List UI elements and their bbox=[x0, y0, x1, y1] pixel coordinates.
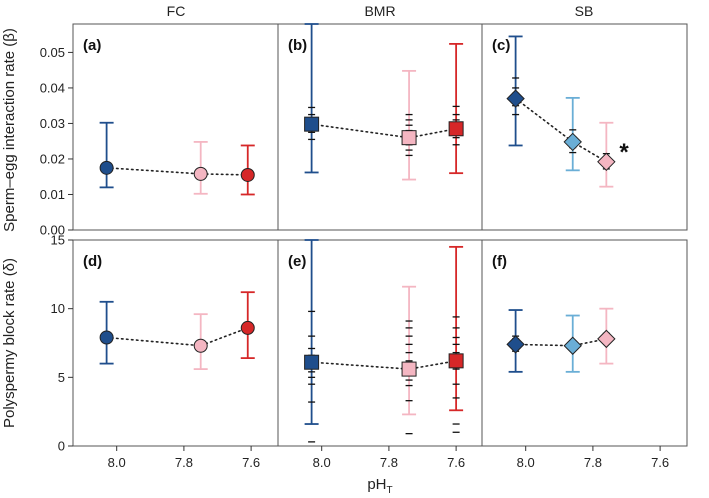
y-tick-label-r1-3: 15 bbox=[51, 233, 65, 248]
panel-frame-r1-c1 bbox=[277, 239, 484, 447]
y-tick-label-r1-0: 0 bbox=[58, 439, 65, 454]
y-tick-label-r1-1: 5 bbox=[58, 370, 65, 385]
panel-label-d: (d) bbox=[83, 253, 102, 270]
column-title-fc: FC bbox=[167, 3, 186, 19]
y-tick-label-r0-1: 0.01 bbox=[40, 187, 65, 202]
trend-line-p1 bbox=[310, 123, 457, 139]
column-title-bmr: BMR bbox=[364, 3, 395, 19]
x-tick-label-c0-2: 7.6 bbox=[242, 455, 260, 470]
x-axis-title-main: pH bbox=[367, 476, 386, 493]
x-tick-label-c1-1: 7.8 bbox=[380, 455, 398, 470]
mean-marker-p3-2 bbox=[240, 320, 255, 335]
x-tick-label-c2-1: 7.8 bbox=[584, 455, 602, 470]
x-tick-label-c0-0: 8.0 bbox=[108, 455, 126, 470]
y-tick-label-r0-4: 0.04 bbox=[40, 80, 65, 95]
y-axis-title-delta: Polyspermy block rate (δ) bbox=[1, 258, 18, 428]
x-axis-title-subscript: T bbox=[387, 485, 393, 496]
mean-marker-p3-1 bbox=[193, 338, 208, 353]
x-tick-label-c2-0: 8.0 bbox=[517, 455, 535, 470]
mean-marker-p2-2 bbox=[597, 152, 616, 172]
mean-marker-p2-1 bbox=[563, 132, 582, 152]
panel-frame-r0-c0 bbox=[72, 23, 279, 231]
mean-marker-p4-0 bbox=[304, 354, 320, 370]
mean-marker-p2-0 bbox=[506, 89, 525, 108]
x-tick-label-c2-2: 7.6 bbox=[651, 455, 669, 470]
mean-marker-p1-0 bbox=[304, 116, 320, 132]
panel-label-e: (e) bbox=[288, 253, 306, 270]
panel-label-a: (a) bbox=[83, 37, 101, 54]
y-tick-label-r0-0: 0.00 bbox=[40, 223, 65, 238]
mean-marker-p4-2 bbox=[448, 353, 464, 369]
mean-marker-p5-1 bbox=[563, 336, 582, 355]
x-tick-label-c1-0: 8.0 bbox=[313, 455, 331, 470]
mean-marker-p1-2 bbox=[448, 121, 464, 137]
mean-marker-p5-2 bbox=[597, 329, 616, 349]
y-tick-label-r0-3: 0.03 bbox=[40, 116, 65, 131]
x-tick-label-c0-1: 7.8 bbox=[175, 455, 193, 470]
panels-group: 0.00 0.01 0.02 0.03 0.04 0.05 0 5 10 15 8.0 7.8 7.6 8… bbox=[40, 23, 688, 470]
mean-marker-p1-1 bbox=[401, 130, 417, 146]
mean-marker-p4-1 bbox=[401, 361, 417, 377]
significance-star: * bbox=[619, 139, 629, 166]
panel-label-b: (b) bbox=[288, 37, 307, 54]
y-tick-label-r0-5: 0.05 bbox=[40, 45, 65, 60]
y-tick-label-r0-2: 0.02 bbox=[40, 151, 65, 166]
mean-marker-p5-0 bbox=[506, 335, 525, 354]
mean-marker-p3-0 bbox=[99, 330, 114, 345]
y-axis-title-beta: Sperm–egg interaction rate (β) bbox=[1, 28, 18, 232]
mean-marker-p0-0 bbox=[99, 160, 114, 175]
column-title-sb: SB bbox=[575, 3, 594, 19]
panel-frame-r0-c2 bbox=[481, 23, 688, 231]
panel-label-f: (f) bbox=[492, 253, 507, 270]
panel-label-c: (c) bbox=[492, 37, 510, 54]
mean-marker-p0-2 bbox=[240, 167, 255, 182]
y-tick-label-r1-2: 10 bbox=[51, 301, 65, 316]
x-tick-label-c1-2: 7.6 bbox=[447, 455, 465, 470]
mean-marker-p0-1 bbox=[193, 166, 208, 181]
trend-line-p4 bbox=[310, 360, 457, 370]
x-axis-title: pHT bbox=[367, 476, 392, 496]
